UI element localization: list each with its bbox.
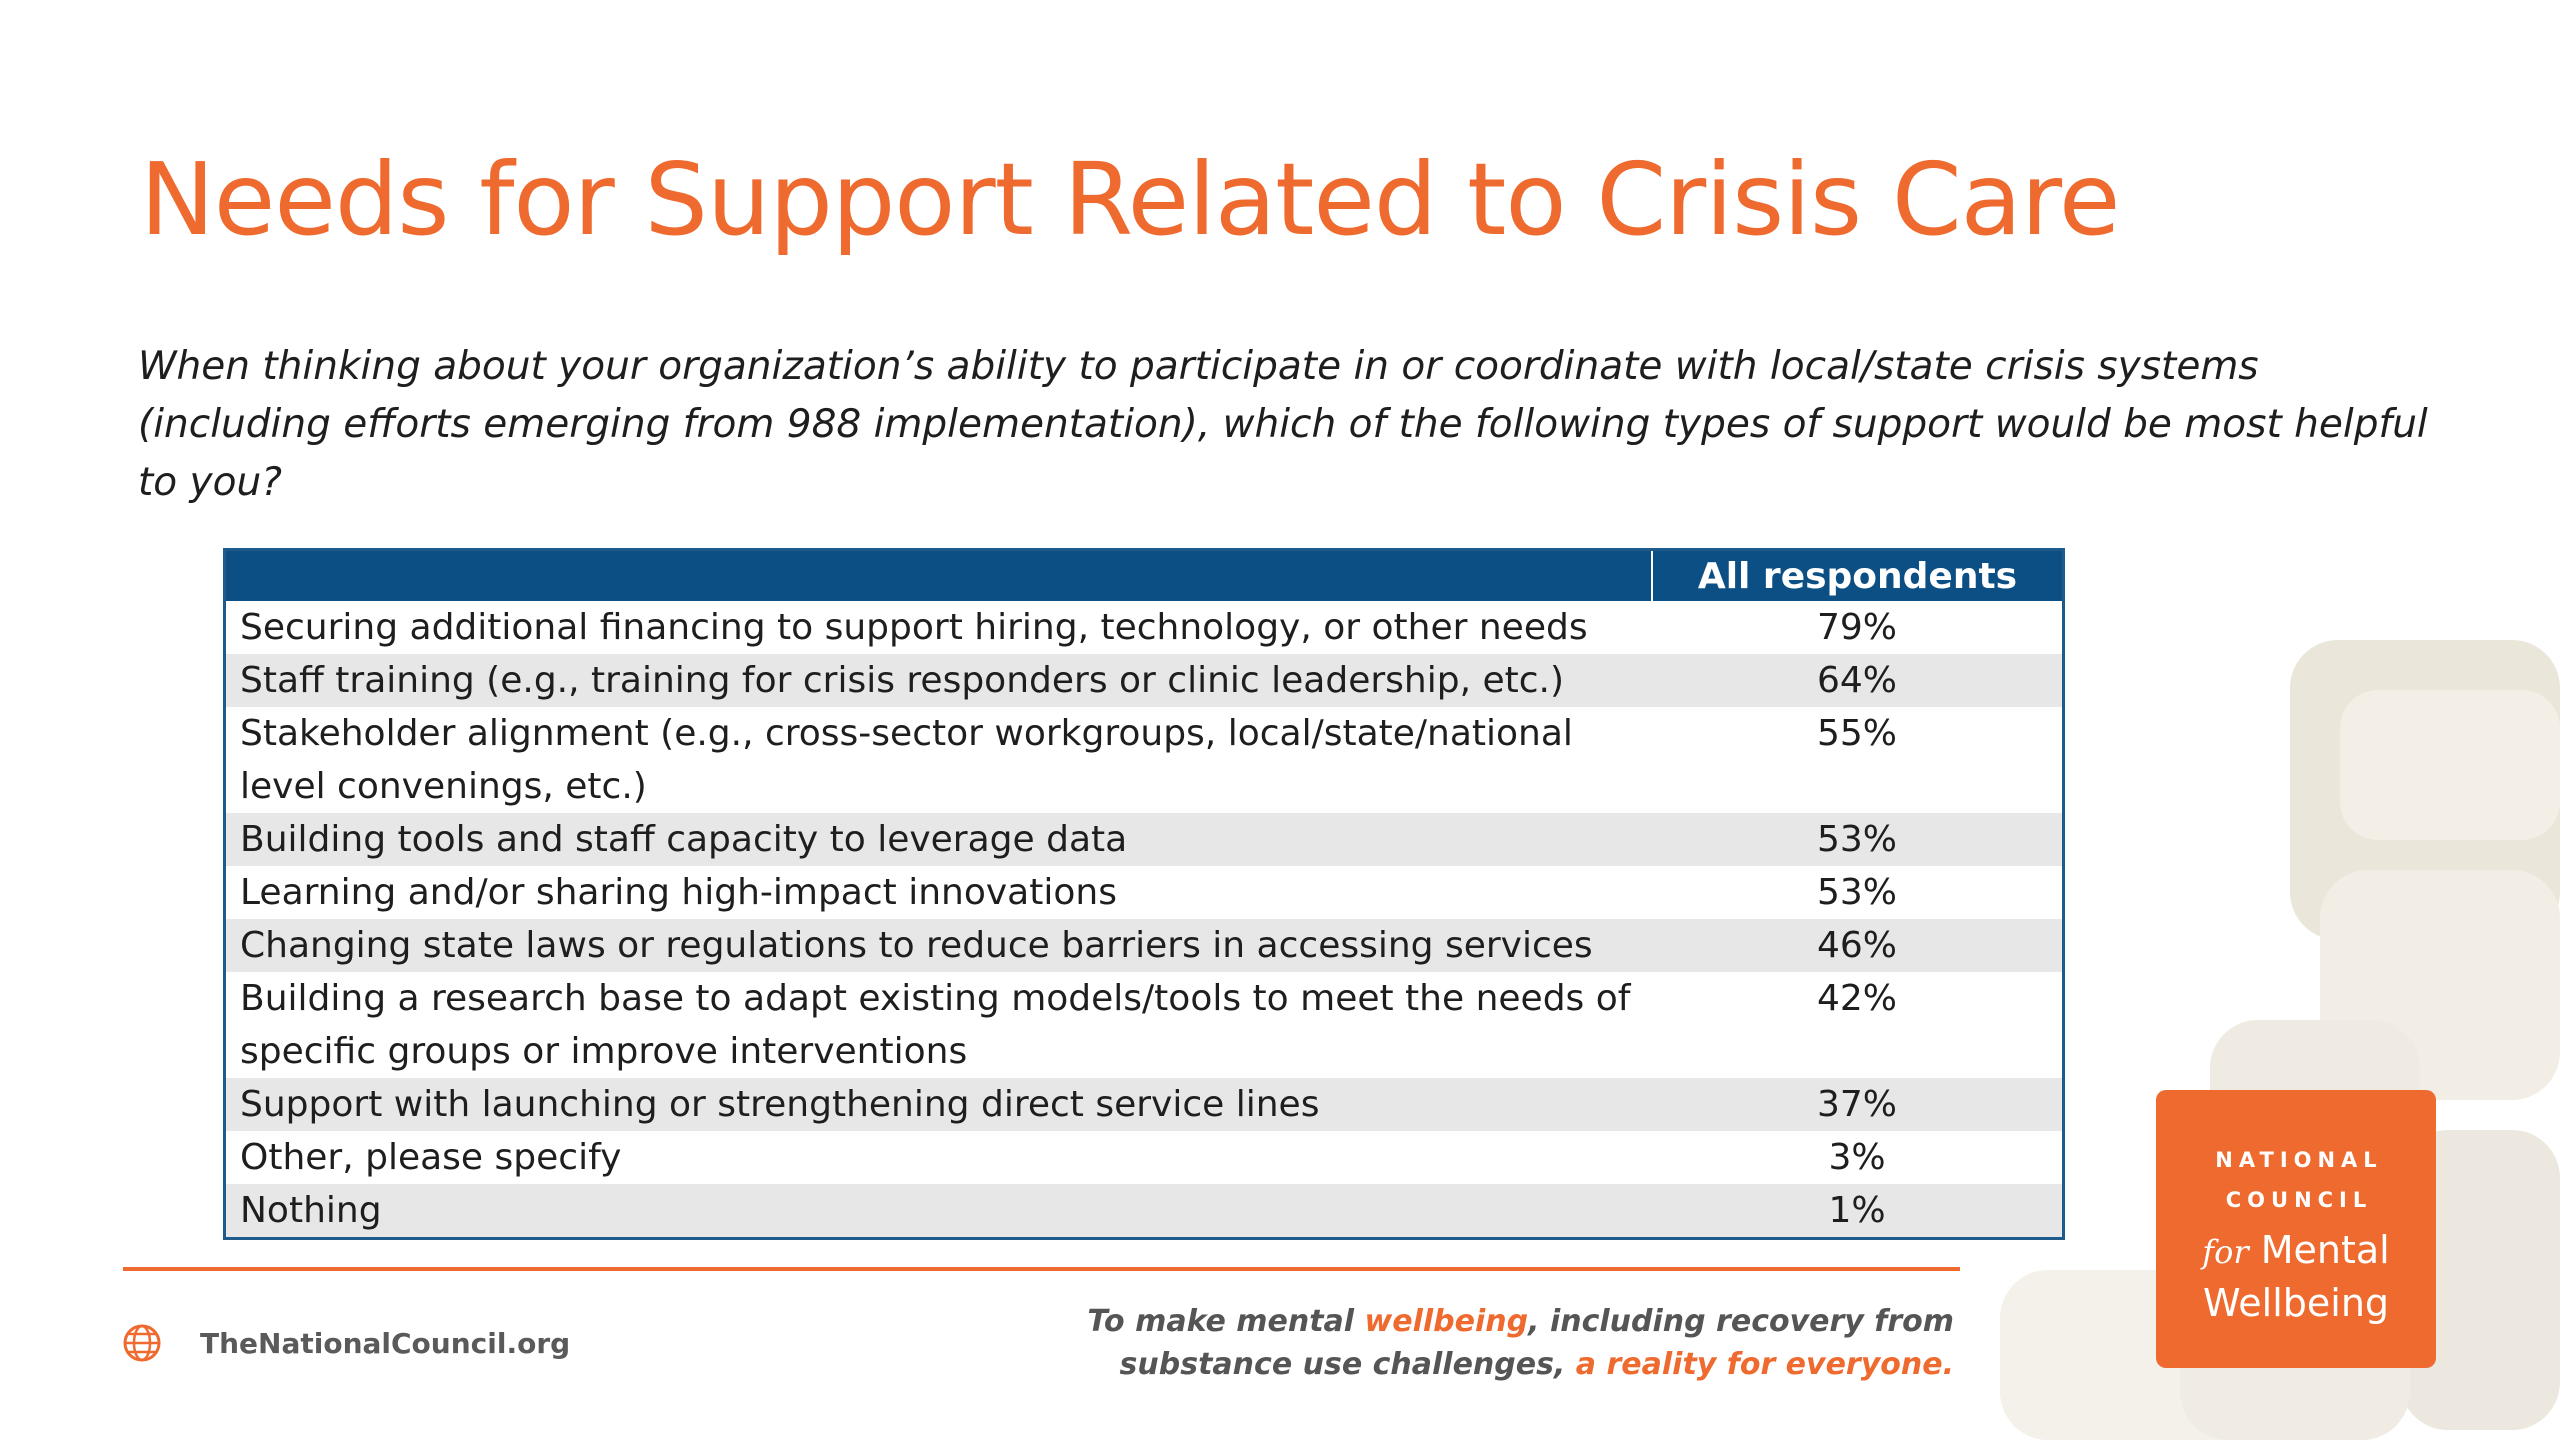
- row-value: 79%: [1816, 607, 1897, 648]
- row-value: 64%: [1652, 654, 2064, 707]
- tagline-text: , including recovery from: [1528, 1304, 1954, 1339]
- row-label: Support with launching or strengthening …: [224, 1078, 1652, 1131]
- row-label: Building a research base to adapt existi…: [240, 978, 1631, 1072]
- survey-question: When thinking about your organization’s …: [138, 344, 2428, 505]
- row-label: Staff training (e.g., training for crisi…: [224, 654, 1652, 707]
- table-row: Other, please specify 3%: [225, 1131, 2064, 1184]
- tagline-text: To make mental: [1087, 1304, 1365, 1339]
- footer-divider: [123, 1267, 1960, 1271]
- table-row: Learning and/or sharing high-impact inno…: [225, 866, 2064, 919]
- row-label: Learning and/or sharing high-impact inno…: [240, 872, 1117, 913]
- logo-line-council: COUNCIL: [2225, 1188, 2373, 1212]
- row-value: 53%: [1816, 872, 1897, 913]
- footer-website[interactable]: TheNationalCouncil.org: [122, 1323, 570, 1363]
- logo-line-wellbeing: Wellbeing: [2202, 1281, 2390, 1325]
- tagline-line-1: To make mental wellbeing, including reco…: [1087, 1300, 1954, 1343]
- logo-mental: Mental: [2260, 1228, 2390, 1272]
- tagline-text: substance use challenges,: [1119, 1347, 1576, 1382]
- row-label: Other, please specify: [240, 1137, 622, 1178]
- logo-line-for-mental: for Mental: [2156, 1224, 2436, 1278]
- table-row: Securing additional financing to support…: [225, 601, 2064, 654]
- row-value: 1%: [1652, 1184, 2064, 1239]
- table-row: Building a research base to adapt existi…: [225, 972, 2064, 1078]
- table-row: Nothing 1%: [224, 1184, 2064, 1239]
- decorative-tile: [2340, 690, 2560, 840]
- row-label: Nothing: [224, 1184, 1652, 1239]
- row-value: 42%: [1816, 978, 1897, 1019]
- tagline-accent: wellbeing: [1364, 1304, 1529, 1339]
- survey-results-table: All respondents Securing additional fina…: [223, 548, 2065, 1240]
- table-row: Staff training (e.g., training for crisi…: [224, 654, 2064, 707]
- slide-title: Needs for Support Related to Crisis Care: [140, 141, 2120, 258]
- table-header-row: All respondents: [224, 549, 2064, 601]
- table-row: Changing state laws or regulations to re…: [224, 919, 2064, 972]
- row-label: Stakeholder alignment (e.g., cross-secto…: [240, 713, 1573, 807]
- table-header-blank: [224, 549, 1653, 601]
- row-value: 37%: [1652, 1078, 2064, 1131]
- row-value: 46%: [1652, 919, 2064, 972]
- table-header-all-respondents: All respondents: [1652, 549, 2064, 601]
- tagline-line-2: substance use challenges, a reality for …: [1087, 1343, 1954, 1386]
- logo-for: for: [2202, 1233, 2249, 1271]
- footer-tagline: To make mental wellbeing, including reco…: [1087, 1300, 1954, 1386]
- row-value: 53%: [1652, 813, 2064, 866]
- website-link-text[interactable]: TheNationalCouncil.org: [200, 1326, 571, 1360]
- national-council-logo: NATIONAL COUNCIL for Mental Wellbeing: [2156, 1090, 2436, 1368]
- table-row: Building tools and staff capacity to lev…: [224, 813, 2064, 866]
- table-row: Stakeholder alignment (e.g., cross-secto…: [225, 707, 2064, 813]
- globe-icon: [123, 1324, 161, 1362]
- row-label: Building tools and staff capacity to lev…: [224, 813, 1652, 866]
- row-value: 3%: [1828, 1137, 1886, 1178]
- row-value: 55%: [1816, 713, 1897, 754]
- table-row: Support with launching or strengthening …: [224, 1078, 2064, 1131]
- logo-line-national: NATIONAL: [2215, 1148, 2383, 1172]
- row-label: Changing state laws or regulations to re…: [224, 919, 1652, 972]
- tagline-accent: a reality for everyone.: [1575, 1347, 1954, 1382]
- row-label: Securing additional financing to support…: [240, 607, 1588, 648]
